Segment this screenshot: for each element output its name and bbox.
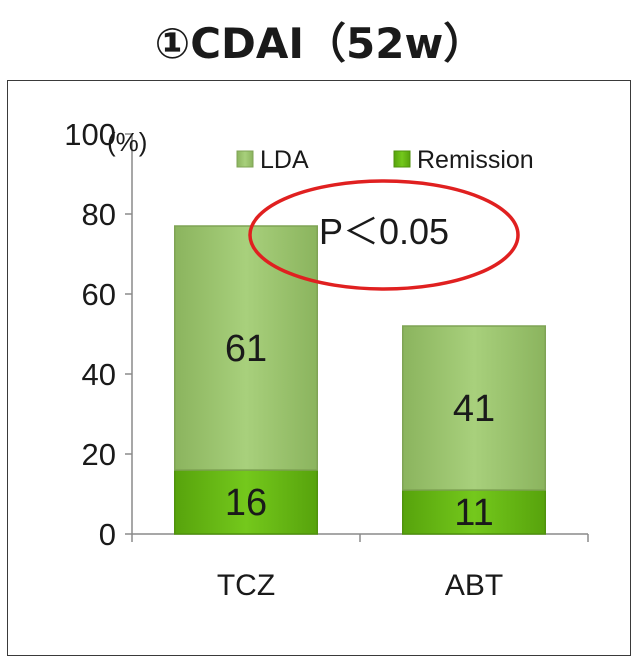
- y-tick-label: 20: [82, 437, 116, 472]
- y-tick-label: 80: [82, 197, 116, 232]
- legend: LDA Remission: [236, 146, 534, 174]
- p-value-label: P＜0.05: [319, 211, 449, 252]
- legend-label-lda: LDA: [260, 146, 309, 174]
- chart-frame: [7, 80, 631, 656]
- legend-swatch-lda: [236, 150, 254, 168]
- significance-annotation: P＜0.05: [248, 179, 520, 291]
- chart-title: ①CDAI（52w）: [154, 19, 486, 68]
- y-tick-label: 40: [82, 357, 116, 392]
- y-unit-label: (%): [107, 127, 147, 157]
- x-category-label: TCZ: [217, 569, 275, 602]
- significance-ellipse: [248, 179, 520, 291]
- bars: [174, 225, 546, 535]
- y-tick-label: 60: [82, 277, 116, 312]
- data-labels: 16 61 11 41: [225, 328, 495, 534]
- bar-lda-tcz: [174, 225, 318, 471]
- bar-remission-tcz: [174, 469, 318, 535]
- data-label: 41: [453, 388, 495, 430]
- category-labels: TCZ ABT: [217, 569, 503, 602]
- y-tick-label: 0: [99, 517, 116, 552]
- y-tick-label: 100: [64, 117, 116, 152]
- data-label: 61: [225, 328, 267, 370]
- x-category-label: ABT: [445, 569, 503, 602]
- y-ticks: 0 20 40 60 80 100: [64, 117, 589, 552]
- bar-lda-abt: [402, 325, 546, 491]
- data-label: 11: [454, 492, 493, 534]
- legend-label-remission: Remission: [417, 146, 534, 174]
- legend-swatch-remission: [393, 150, 411, 168]
- data-label: 16: [225, 482, 267, 524]
